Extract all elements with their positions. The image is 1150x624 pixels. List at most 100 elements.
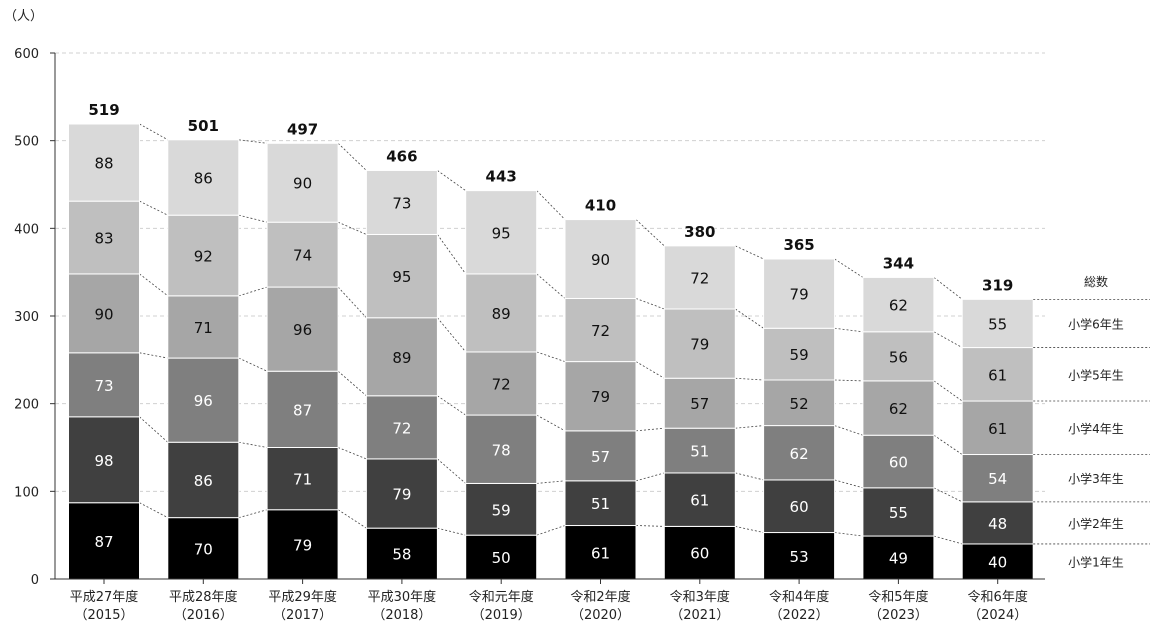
bar-segment bbox=[961, 400, 1034, 456]
connector-line bbox=[139, 200, 168, 216]
bar-value-label: 95 bbox=[492, 224, 511, 242]
bar-total-label: 497 bbox=[287, 120, 318, 138]
y-tick-label: 600 bbox=[14, 47, 39, 62]
bar-value-label: 87 bbox=[293, 401, 312, 419]
x-category-label: 令和6年度 bbox=[968, 589, 1028, 605]
connector-line bbox=[933, 535, 963, 545]
x-category-year: （2024） bbox=[968, 608, 1027, 623]
bar-value-label: 96 bbox=[293, 321, 312, 339]
connector-line bbox=[834, 327, 863, 333]
bar-value-label: 89 bbox=[392, 349, 411, 367]
bar-segment bbox=[862, 331, 935, 382]
bar-segment bbox=[167, 139, 240, 216]
bar-segment bbox=[365, 317, 438, 397]
connector-line bbox=[337, 509, 367, 529]
bar-value-label: 60 bbox=[790, 498, 809, 516]
connector-line bbox=[635, 298, 665, 310]
connector-line bbox=[337, 143, 367, 171]
bar-segment bbox=[167, 214, 240, 297]
bar-value-label: 90 bbox=[591, 251, 610, 269]
legend: 小学1年生 小学2年生 小学3年生 小学4年生 小学5年生 小学6年生 総数 bbox=[1033, 274, 1150, 569]
connector-line bbox=[834, 258, 864, 278]
bar-value-label: 59 bbox=[492, 501, 511, 519]
connector-line bbox=[933, 380, 963, 402]
legend-entry: 小学5年生 bbox=[1068, 367, 1124, 382]
bar-value-label: 92 bbox=[194, 248, 213, 266]
y-tick-label: 500 bbox=[14, 135, 39, 150]
bar-value-label: 50 bbox=[492, 549, 511, 567]
bar-total-label: 443 bbox=[486, 168, 517, 186]
y-tick-label: 300 bbox=[14, 310, 39, 325]
bar-total-label: 380 bbox=[684, 223, 715, 241]
bar-value-label: 78 bbox=[492, 441, 511, 459]
bar-segment bbox=[961, 543, 1034, 580]
bar-segment bbox=[68, 416, 140, 504]
bar-segment bbox=[564, 219, 637, 299]
connector-line bbox=[834, 379, 863, 382]
connector-line bbox=[437, 395, 466, 416]
bar-value-label: 73 bbox=[94, 377, 113, 395]
x-category-label: 平成29年度 bbox=[268, 589, 337, 605]
bar-segment bbox=[564, 430, 637, 482]
bar-segment bbox=[862, 535, 935, 580]
connector-line bbox=[735, 245, 764, 260]
connector-line bbox=[635, 219, 665, 247]
connector-line bbox=[238, 214, 268, 223]
bar-value-label: 56 bbox=[889, 348, 908, 366]
connector-line bbox=[536, 351, 566, 362]
bar-segment bbox=[465, 414, 538, 484]
connector-line bbox=[635, 472, 665, 482]
x-axis: 平成27年度 （2015） 平成28年度 （2016） 平成29年度 （2017） 平成30… bbox=[55, 578, 1045, 623]
y-tick-label: 200 bbox=[14, 398, 39, 413]
bar-segment bbox=[763, 379, 836, 427]
connector-line bbox=[437, 527, 466, 536]
bar-value-label: 87 bbox=[94, 533, 113, 551]
x-category-label: 令和4年度 bbox=[769, 589, 829, 605]
connector-line bbox=[536, 190, 566, 220]
bar-value-label: 79 bbox=[591, 388, 610, 406]
bar-segment bbox=[167, 441, 240, 519]
bar-segment bbox=[266, 142, 339, 223]
connector-line bbox=[933, 331, 963, 348]
bar-segment bbox=[763, 479, 836, 534]
x-category-year: （2022） bbox=[770, 608, 829, 623]
legend-entry: 小学6年生 bbox=[1068, 316, 1124, 331]
connector-line bbox=[834, 532, 863, 537]
bar-segment bbox=[365, 527, 438, 580]
connector-line bbox=[437, 170, 466, 191]
connector-line bbox=[834, 425, 864, 436]
connector-line bbox=[238, 286, 268, 297]
bar-value-label: 51 bbox=[690, 443, 709, 461]
bar-segment bbox=[465, 351, 538, 416]
bar-segment bbox=[266, 286, 339, 372]
bar-total-label: 519 bbox=[88, 101, 119, 119]
bar-segment bbox=[961, 347, 1034, 402]
bar-total-label: 365 bbox=[783, 236, 814, 254]
x-category-year: （2016） bbox=[174, 608, 233, 623]
x-category-label: 平成28年度 bbox=[169, 589, 238, 605]
connector-line bbox=[238, 509, 268, 519]
bar-segment bbox=[862, 380, 935, 436]
connector-line bbox=[139, 273, 169, 297]
bars: 87 98 73 90 83 88 519 70 86 96 71 92 86 501 79 71 87 96 74… bbox=[68, 101, 1034, 580]
connector-line bbox=[139, 352, 168, 359]
x-category-year: （2019） bbox=[472, 608, 531, 623]
bar-value-label: 49 bbox=[889, 550, 908, 568]
bar-value-label: 51 bbox=[591, 495, 610, 513]
legend-entry: 小学1年生 bbox=[1068, 554, 1124, 569]
x-category-year: （2017） bbox=[273, 608, 332, 623]
bar-segment bbox=[862, 276, 935, 333]
y-unit-label: （人） bbox=[4, 9, 43, 24]
connector-line bbox=[635, 427, 665, 432]
x-category-label: 平成30年度 bbox=[368, 589, 437, 605]
bar-value-label: 73 bbox=[392, 194, 411, 212]
connector-line bbox=[735, 377, 764, 381]
bar-value-label: 61 bbox=[591, 544, 610, 562]
bar-value-label: 72 bbox=[392, 419, 411, 437]
connector-line bbox=[735, 472, 764, 481]
connector-line bbox=[933, 487, 963, 503]
x-category-year: （2020） bbox=[571, 608, 630, 623]
connector-line bbox=[437, 458, 466, 484]
bar-value-label: 57 bbox=[591, 448, 610, 466]
bar-segment bbox=[68, 123, 140, 202]
